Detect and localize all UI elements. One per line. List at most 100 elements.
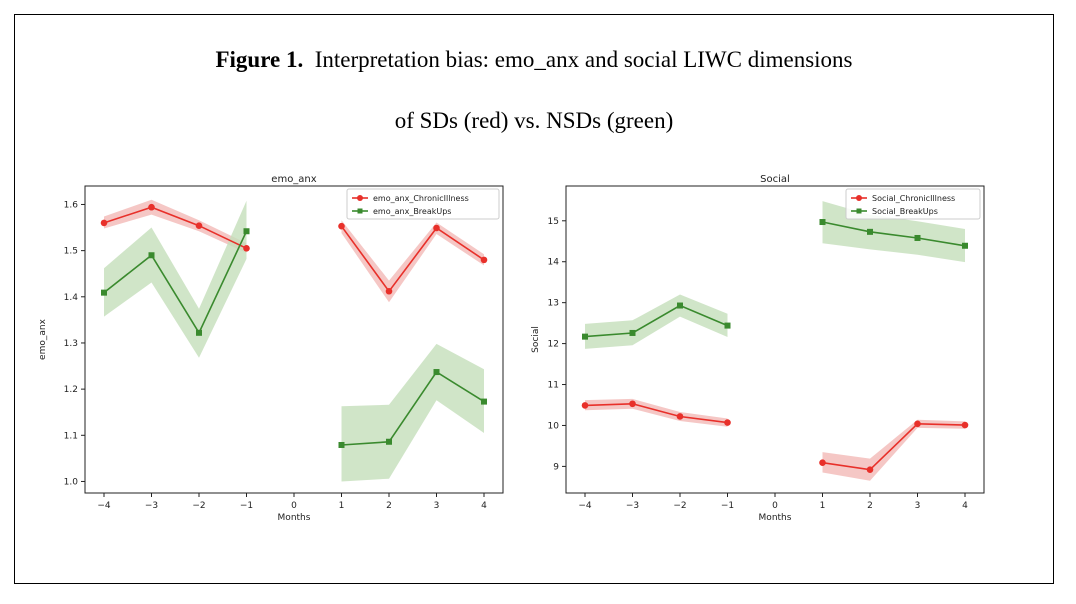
emo-anx-data-point	[148, 252, 155, 259]
emo-anx-x-tick-label: 3	[434, 501, 440, 511]
social-series-line-red-1	[822, 422, 966, 471]
social-legend-label: Social_ChronicIllness	[872, 194, 955, 203]
social-x-tick-label: 3	[915, 501, 921, 511]
emo-anx-chart-title: emo_anx	[271, 174, 316, 185]
emo-anx-legend-label: emo_anx_ChronicIllness	[373, 194, 469, 203]
emo-anx-series-line-red-0	[103, 206, 247, 250]
social-legend-label: Social_BreakUps	[872, 207, 938, 216]
social-x-tick-label: 0	[772, 501, 778, 511]
social-data-point	[629, 329, 636, 336]
emo-anx-data-point	[481, 398, 487, 405]
emo-anx-x-tick-label: −2	[192, 501, 205, 511]
social-data-point	[914, 234, 921, 241]
emo-anx-legend: emo_anx_ChronicIllness emo_anx_BreakUps	[346, 188, 500, 220]
social-y-tick-label: 15	[548, 217, 559, 227]
social-data-point	[629, 400, 636, 408]
emo-anx-y-tick-label: 1.0	[64, 477, 79, 487]
social-data-point	[819, 219, 826, 226]
emo-anx-data-point	[480, 256, 488, 264]
emo-anx-y-tick-label: 1.1	[64, 431, 78, 441]
social-data-point	[677, 302, 683, 309]
social-chart-title: Social	[760, 174, 790, 185]
social-confidence-band-red-0	[585, 398, 728, 427]
social-series-line-red-0	[584, 402, 728, 424]
emo-anx-chart: −4 −3 −2 −1 0 1 2 3 4 1.0 1.1 1.2 1.3 1.4 1.5 1.6 emo_an…	[38, 174, 504, 523]
figure-frame: Figure 1. Interpretation bias: emo_anx a…	[14, 14, 1054, 584]
emo-anx-confidence-band-green-1	[341, 343, 484, 482]
social-data-point	[914, 420, 921, 428]
emo-anx-legend-box	[346, 188, 500, 220]
social-data-point	[962, 242, 968, 249]
social-data-point	[961, 421, 969, 429]
social-chart: −4 −3 −2 −1 0 1 2 3 49101112131415SocialMonthsSo…	[531, 174, 985, 523]
social-legend-marker	[856, 195, 862, 201]
social-x-tick-label: −4	[578, 501, 592, 511]
emo-anx-data-point	[148, 203, 155, 211]
emo-anx-x-axis-label: Months	[278, 513, 311, 523]
emo-anx-y-tick-label: 1.3	[64, 339, 78, 349]
social-series-line-green-1	[822, 221, 966, 247]
social-y-tick-label: 9	[553, 462, 559, 472]
emo-anx-confidence-band-red-1	[341, 220, 484, 303]
social-y-tick-label: 11	[548, 381, 559, 391]
figure-caption-line-1: Figure 1. Interpretation bias: emo_anx a…	[15, 47, 1053, 73]
emo-anx-confidence-band-green-0	[104, 200, 247, 358]
emo-anx-x-tick-label: 0	[291, 501, 297, 511]
social-x-tick-label: 4	[962, 501, 968, 511]
social-legend: Social_ChronicIllness Social_BreakUps	[845, 188, 981, 220]
social-legend-marker	[856, 208, 862, 214]
emo-anx-y-tick-label: 1.6	[64, 200, 79, 210]
social-x-tick-label: 1	[820, 501, 826, 511]
social-x-tick-label: −2	[673, 501, 686, 511]
social-x-axis-label: Months	[759, 513, 792, 523]
social-data-point	[866, 466, 874, 473]
emo-anx-y-tick-label: 1.5	[64, 247, 78, 257]
emo-anx-data-point	[433, 369, 440, 376]
emo-anx-data-point	[338, 222, 345, 230]
social-data-point	[867, 228, 873, 235]
social-y-tick-label: 13	[548, 299, 559, 309]
emo-anx-data-point	[338, 441, 345, 448]
social-x-tick-label: 2	[867, 501, 873, 511]
social-legend-box	[845, 188, 981, 220]
social-data-point	[582, 333, 588, 340]
emo-anx-x-tick-label: −3	[145, 501, 158, 511]
figure-caption-line-2: of SDs (red) vs. NSDs (green)	[394, 108, 674, 133]
social-y-axis-label: Social	[531, 326, 541, 353]
figure-label: Figure 1.	[215, 47, 304, 72]
emo-anx-data-point	[101, 289, 107, 296]
social-data-point	[819, 459, 826, 467]
social-data-point	[676, 413, 684, 420]
emo-anx-x-tick-label: 4	[481, 501, 487, 511]
emo-anx-x-tick-label: −1	[240, 501, 253, 511]
social-confidence-band-red-1	[822, 419, 965, 481]
emo-anx-data-point	[196, 329, 202, 336]
emo-anx-data-point	[243, 245, 250, 252]
emo-anx-x-tick-label: 2	[386, 501, 392, 511]
social-data-point	[724, 419, 731, 426]
social-confidence-band-green-0	[585, 294, 728, 349]
social-series-line-green-0	[584, 304, 728, 338]
emo-anx-confidence-band-red-0	[104, 199, 247, 253]
emo-anx-x-tick-label: 1	[339, 501, 345, 511]
social-data-point	[724, 322, 731, 329]
emo-anx-y-tick-label: 1.2	[64, 385, 78, 395]
emo-anx-x-tick-label: −4	[97, 501, 111, 511]
emo-anx-series-line-green-0	[103, 230, 248, 335]
social-x-tick-label: −1	[721, 501, 734, 511]
social-data-point	[581, 402, 589, 409]
emo-anx-data-point	[386, 438, 392, 445]
emo-anx-data-point	[385, 287, 393, 295]
emo-anx-y-tick-label: 1.4	[64, 293, 79, 303]
emo-anx-data-point	[195, 222, 203, 230]
emo-anx-legend-marker	[357, 195, 363, 201]
emo-anx-series-line-green-1	[341, 370, 485, 446]
social-y-tick-label: 10	[548, 421, 560, 431]
social-y-tick-label: 12	[548, 340, 559, 350]
emo-anx-data-point	[433, 224, 440, 232]
social-y-tick-label: 14	[548, 258, 560, 268]
emo-anx-data-point	[100, 219, 108, 227]
emo-anx-legend-marker	[357, 208, 363, 214]
emo-anx-series-line-red-1	[340, 225, 485, 293]
social-x-tick-label: −3	[626, 501, 639, 511]
